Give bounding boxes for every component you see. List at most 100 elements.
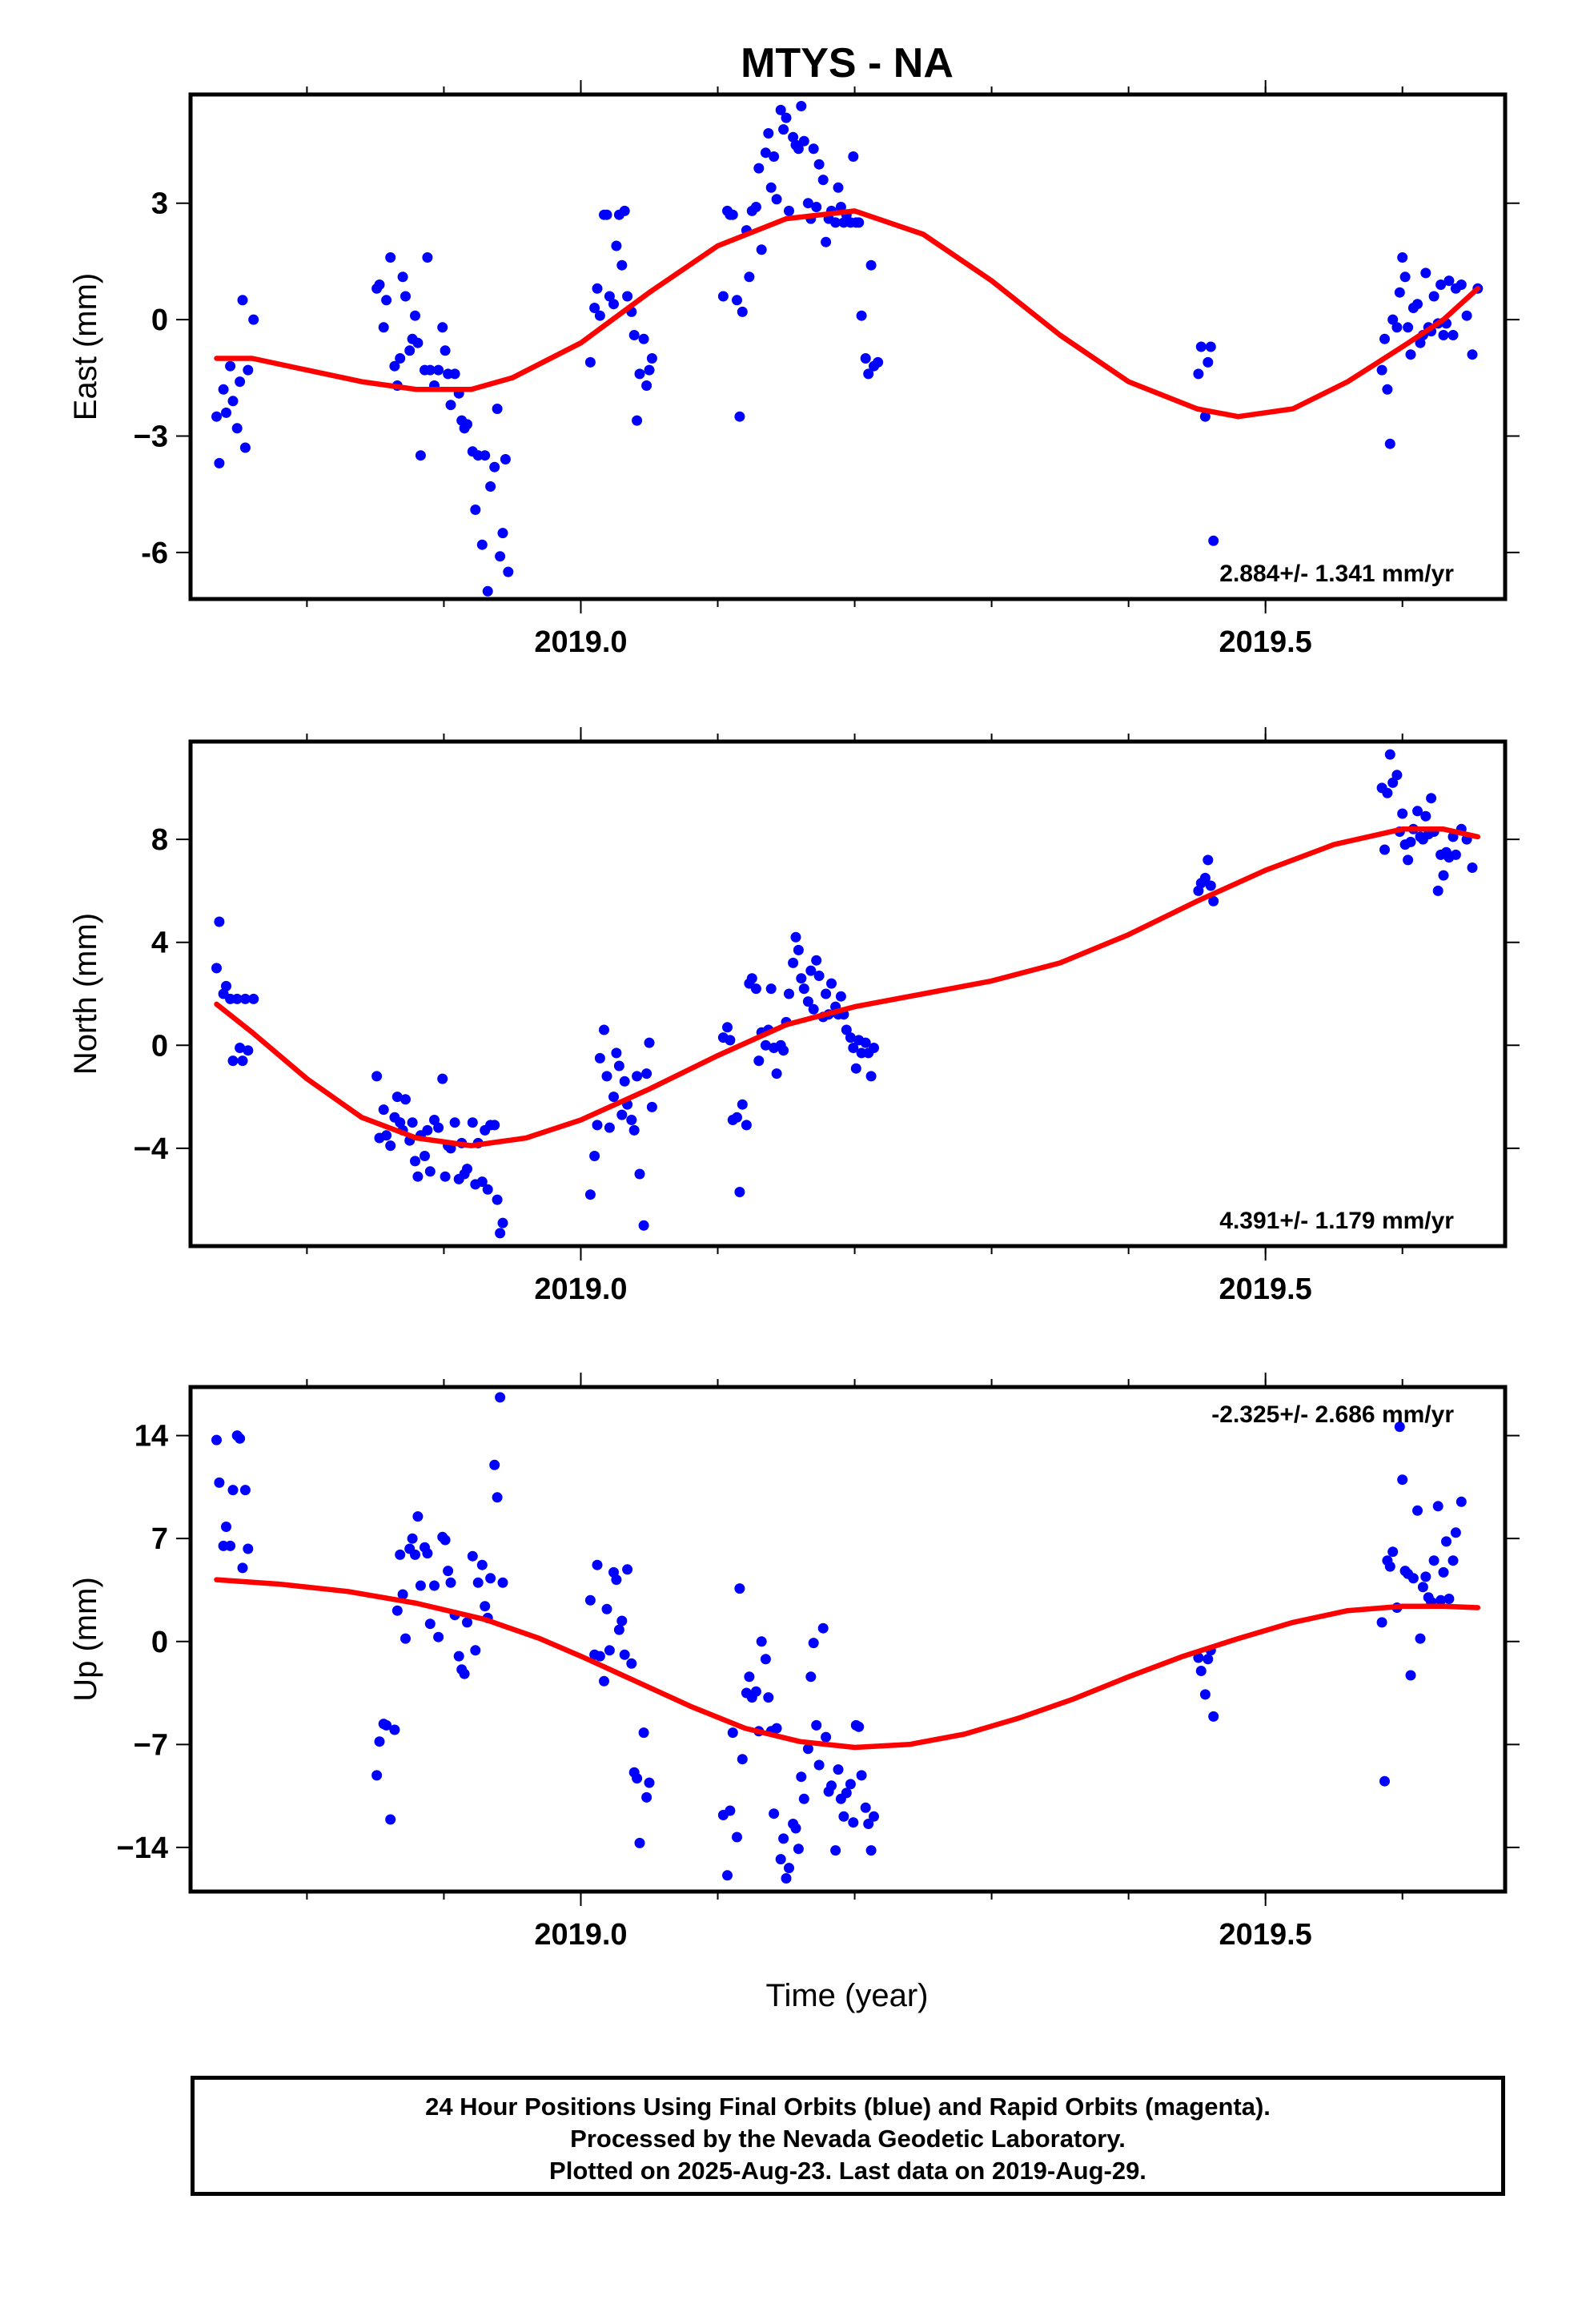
data-point [784,205,794,216]
data-point [592,283,603,294]
data-point [472,1577,484,1588]
data-point [462,1617,472,1628]
data-point [760,1039,771,1051]
data-point [489,1120,500,1131]
data-point [476,1559,488,1570]
data-point [1467,862,1478,873]
data-point [1432,885,1443,896]
data-point [1438,1566,1449,1578]
data-point [592,1559,603,1570]
y-tick-label: 0 [151,1626,168,1659]
data-point [1443,275,1455,287]
data-point [796,101,807,111]
x-tick-label: 2019.5 [1219,625,1312,659]
data-point [231,993,243,1004]
data-point [1420,267,1431,279]
data-point [790,1823,801,1834]
data-point [443,1566,454,1577]
data-point [771,194,782,205]
data-point [753,163,765,174]
data-point [856,310,867,321]
data-point [1195,1666,1207,1676]
data-point [1203,356,1214,368]
footer-line-3: Plotted on 2025-Aug-23. Last data on 201… [549,2157,1146,2185]
data-point [381,1130,392,1141]
data-point [750,1686,761,1697]
data-point [781,1873,792,1884]
data-point [371,1071,383,1082]
data-point [1399,271,1411,283]
data-point [1203,854,1214,866]
data-point [445,1577,456,1588]
data-point [796,1771,807,1783]
fit-curve [214,1577,1481,1751]
data-point [737,1754,748,1765]
data-point [798,135,809,147]
data-point [646,353,657,364]
data-point [632,415,643,426]
data-point [634,368,645,380]
data-point [1384,749,1395,760]
x-tick-label: 2019.0 [534,625,627,659]
data-point [632,1071,643,1082]
data-point [1397,808,1408,819]
data-point [221,980,231,991]
data-point [227,396,239,407]
data-point [381,1719,392,1731]
data-point [775,104,786,115]
data-point [611,1574,622,1586]
data-point [641,380,652,391]
data-point [412,1171,424,1182]
data-point [611,1047,622,1059]
data-point [811,202,822,212]
data-point [732,295,742,306]
data-point [495,1392,506,1403]
panel-up: 2019.0 2019.5 −14 −7 0 7 14 Up (mm) -2.325+/- 2.… [68,1373,1520,1952]
data-point [225,360,236,372]
data-point [626,1115,637,1125]
data-point [584,356,596,368]
data-point [424,1166,436,1177]
data-point [1382,787,1393,798]
data-point [1387,777,1399,788]
y-tick-label: −7 [134,1728,168,1762]
data-point [817,1622,829,1634]
data-point [391,1605,403,1616]
data-point [848,1043,859,1053]
data-point [734,1583,745,1594]
data-point [753,1055,765,1067]
data-point [1443,1594,1455,1604]
data-point [616,1109,628,1120]
data-point [407,1117,418,1128]
data-point [239,993,251,1004]
x-tick-label: 2019.0 [534,1918,627,1952]
x-tick-label: 2019.5 [1219,1918,1312,1952]
rate-annotation: 4.391+/- 1.179 mm/yr [1219,1208,1454,1234]
data-point [1456,1496,1467,1507]
data-point [397,271,408,283]
data-point [744,1671,755,1683]
data-point [433,364,444,376]
data-point [1394,287,1405,298]
data-point [873,356,884,368]
data-point [865,1071,877,1082]
data-point [400,291,411,302]
data-point [218,384,229,395]
data-point [641,1068,652,1080]
data-point [760,1654,771,1665]
data-point [485,481,496,492]
data-point [385,252,396,263]
y-tick-label: −3 [134,420,168,453]
data-point [467,1117,478,1128]
data-point [638,333,649,344]
data-point [497,1217,508,1228]
data-point [1379,1775,1390,1787]
data-point [722,1022,733,1033]
data-point [865,1845,877,1856]
data-point [793,1844,804,1855]
data-point [626,1658,637,1669]
data-point [1203,1654,1214,1665]
data-point [1441,1536,1452,1547]
data-point [725,1805,736,1816]
data-point [1412,1505,1423,1516]
